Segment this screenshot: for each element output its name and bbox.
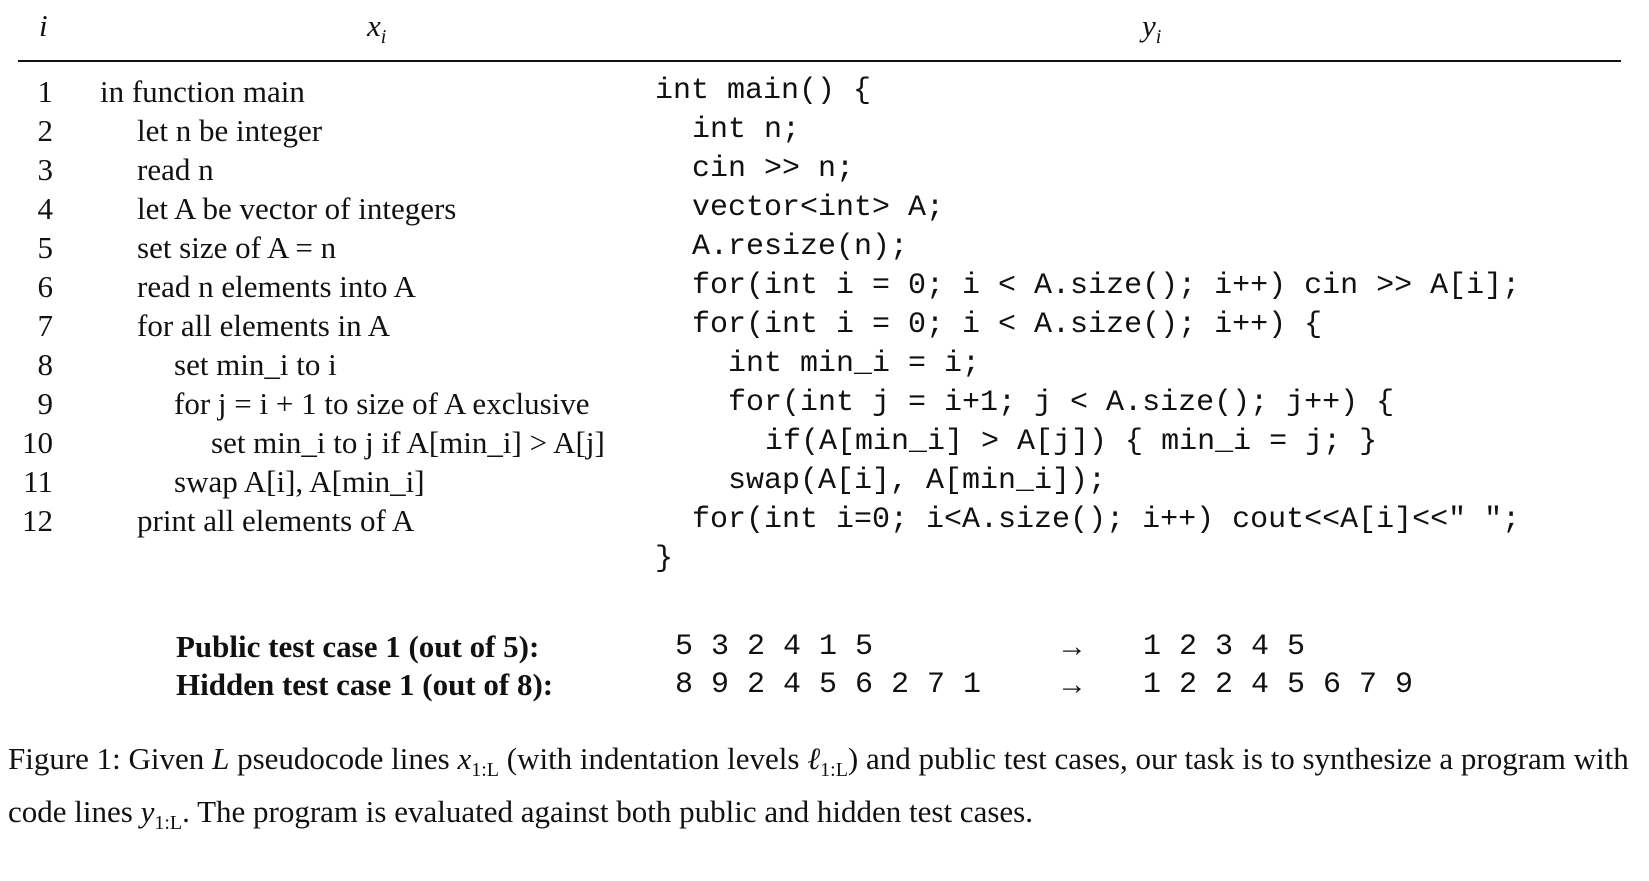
table-row: 11 swap A[i], A[min_i] swap(A[i], A[min_…: [0, 461, 1649, 502]
column-header-x: xi: [367, 8, 387, 49]
test-label: Hidden test case 1 (out of 8):: [176, 667, 554, 702]
pseudocode-line: in function main: [100, 74, 305, 109]
code-line: int min_i = i;: [728, 347, 981, 381]
line-number: 5: [37, 230, 54, 265]
pseudocode-line: set min_i to j if A[min_i] > A[j]: [211, 425, 605, 460]
column-header-i: i: [39, 8, 48, 43]
arrow-icon: →: [1057, 668, 1087, 701]
table-row: 5 set size of A = n A.resize(n);: [0, 227, 1649, 268]
code-line: cin >> n;: [692, 152, 855, 186]
line-number: 7: [37, 308, 54, 343]
figure-caption: Figure 1: Given L pseudocode lines x1:L …: [8, 741, 1629, 835]
arrow-icon: →: [1057, 630, 1087, 663]
code-line: vector<int> A;: [692, 191, 945, 225]
line-number: 4: [37, 191, 54, 226]
test-label: Public test case 1 (out of 5):: [176, 629, 540, 664]
pseudocode-line: let n be integer: [137, 113, 323, 148]
line-number: 12: [22, 503, 53, 538]
code-line: swap(A[i], A[min_i]);: [728, 464, 1107, 498]
code-line: for(int i = 0; i < A.size(); i++) {: [692, 308, 1323, 342]
line-number: 1: [37, 74, 54, 109]
table-row: }: [0, 539, 1649, 580]
table-row: 2 let n be integer int n;: [0, 110, 1649, 151]
table-row: 7 for all elements in A for(int i = 0; i…: [0, 305, 1649, 346]
code-line: for(int j = i+1; j < A.size(); j++) {: [728, 386, 1395, 420]
pseudocode-line: swap A[i], A[min_i]: [174, 464, 425, 499]
code-line: for(int i=0; i<A.size(); i++) cout<<A[i]…: [692, 503, 1521, 537]
table-row: 12 print all elements of A for(int i=0; …: [0, 500, 1649, 541]
test-input: 5 3 2 4 1 5: [675, 630, 874, 664]
pseudocode-line: set min_i to i: [174, 347, 337, 382]
code-line: int n;: [692, 113, 801, 147]
table-row: 8 set min_i to i int min_i = i;: [0, 344, 1649, 385]
pseudocode-line: read n elements into A: [137, 269, 416, 304]
pseudocode-line: read n: [137, 152, 214, 187]
table-row: 4 let A be vector of integers vector<int…: [0, 188, 1649, 229]
header-rule: [18, 60, 1621, 62]
pseudocode-line: for all elements in A: [137, 308, 391, 343]
test-input: 8 9 2 4 5 6 2 7 1: [675, 668, 982, 702]
table-row: 1 in function main int main() {: [0, 71, 1649, 112]
line-number: 6: [37, 269, 54, 304]
line-number: 3: [37, 152, 54, 187]
pseudocode-line: print all elements of A: [137, 503, 415, 538]
test-output: 1 2 2 4 5 6 7 9: [1143, 668, 1414, 702]
table-row: 3 read n cin >> n;: [0, 149, 1649, 190]
code-line: if(A[min_i] > A[j]) { min_i = j; }: [765, 425, 1378, 459]
pseudocode-line: let A be vector of integers: [137, 191, 457, 226]
line-number: 8: [37, 347, 54, 382]
line-number: 9: [37, 386, 54, 421]
test-output: 1 2 3 4 5: [1143, 630, 1306, 664]
code-line: for(int i = 0; i < A.size(); i++) cin >>…: [692, 269, 1521, 303]
table-row: 9 for j = i + 1 to size of A exclusive f…: [0, 383, 1649, 424]
public-test-case: Public test case 1 (out of 5): 5 3 2 4 1…: [0, 627, 1649, 667]
column-header-y: yi: [1142, 8, 1162, 49]
code-line: int main() {: [655, 74, 872, 108]
line-number: 11: [23, 464, 53, 499]
hidden-test-case: Hidden test case 1 (out of 8): 8 9 2 4 5…: [0, 665, 1649, 705]
pseudocode-line: for j = i + 1 to size of A exclusive: [174, 386, 590, 421]
table-row: 6 read n elements into A for(int i = 0; …: [0, 266, 1649, 307]
pseudocode-line: set size of A = n: [137, 230, 337, 265]
line-number: 10: [22, 425, 53, 460]
line-number: 2: [37, 113, 54, 148]
code-line: A.resize(n);: [692, 230, 909, 264]
table-row: 10 set min_i to j if A[min_i] > A[j] if(…: [0, 422, 1649, 463]
code-closing-brace: }: [655, 542, 674, 576]
